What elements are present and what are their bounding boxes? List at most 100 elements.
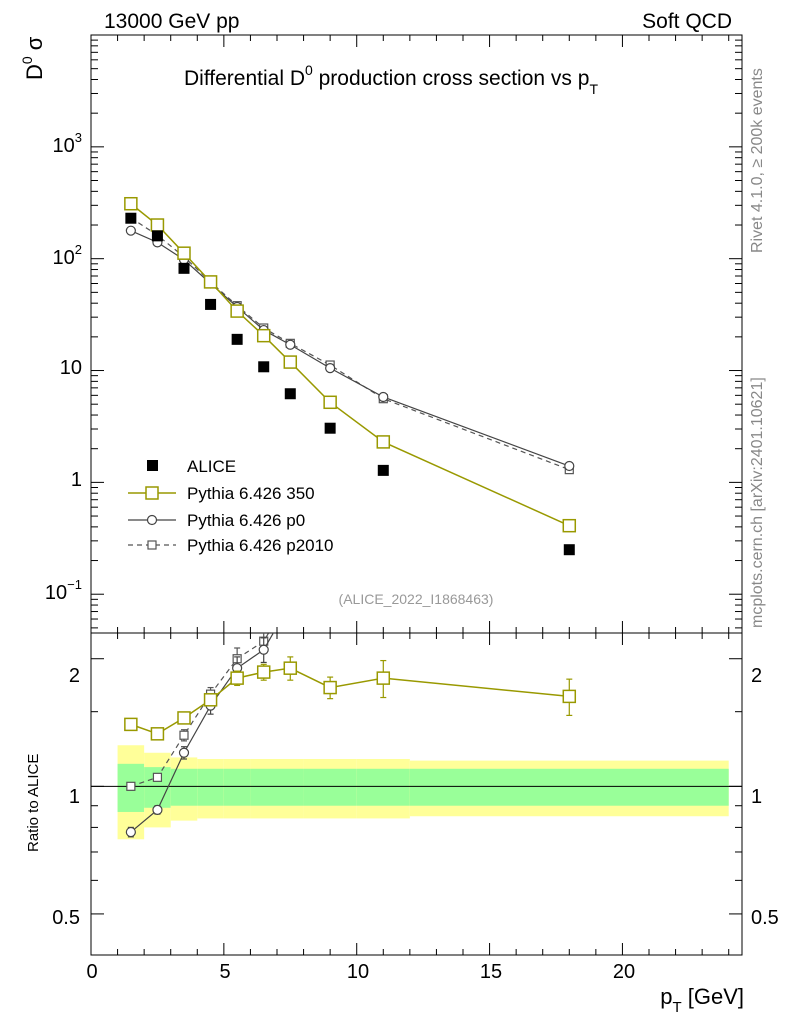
point-alice <box>563 544 575 556</box>
ratio-point-p350 <box>150 727 165 741</box>
legend-label-p350: Pythia 6.426 350 <box>187 484 315 503</box>
point-p350 <box>562 518 577 533</box>
ratio-point-p0 <box>125 826 136 838</box>
ratio-point-p0 <box>258 644 269 655</box>
band-inner-bin <box>277 768 304 806</box>
mcplots-label: mcplots.cern.ch [arXiv:2401.10621] <box>749 377 766 628</box>
header-left: 13000 GeV pp <box>104 10 239 33</box>
ratio-ytick-right-1: 1 <box>751 786 762 808</box>
point-p350 <box>150 218 165 232</box>
ratio-ytick-right-2: 2 <box>751 665 762 687</box>
xtick-0: 0 <box>86 961 97 983</box>
ratio-ytick-left-05: 0.5 <box>52 907 80 929</box>
ratio-point-p0 <box>178 747 190 758</box>
ratio-point-p2010 <box>286 593 294 601</box>
point-p350 <box>323 395 337 410</box>
legend-label-p2010: Pythia 6.426 p2010 <box>187 536 334 555</box>
ratio-ytick-right-05: 0.5 <box>751 907 779 929</box>
rivet-label: Rivet 4.1.0, ≥ 200k events <box>749 68 766 253</box>
ytick-1e-1: 10−1 <box>45 577 82 604</box>
point-alice <box>377 464 389 476</box>
legend-marker-p2010 <box>147 540 157 550</box>
ratio-point-p2010 <box>126 781 136 791</box>
point-p350 <box>230 304 244 318</box>
series-line-p2010 <box>130 217 570 471</box>
ratio-point-p0 <box>286 599 295 608</box>
ratio-point-p350 <box>230 671 244 685</box>
xtick-20: 20 <box>613 961 635 983</box>
point-p350 <box>177 246 191 260</box>
ytick-1: 1 <box>71 469 82 491</box>
legend-label-alice: ALICE <box>187 457 236 476</box>
ratio-point-p350 <box>323 680 337 695</box>
point-p350 <box>376 435 391 449</box>
x-axis-label: pT [GeV] <box>660 984 744 1016</box>
legend-label-p0: Pythia 6.426 p0 <box>187 511 305 530</box>
ytick-1e3: 103 <box>53 130 82 157</box>
band-inner-bin <box>356 768 410 806</box>
series-line-p0 <box>130 230 570 467</box>
ratio-point-p0 <box>152 804 163 815</box>
point-p350 <box>124 196 138 211</box>
point-alice <box>231 333 243 345</box>
ratio-point-p350 <box>283 661 298 675</box>
ratio-point-p2010 <box>179 730 189 740</box>
ytick-10: 10 <box>60 357 82 379</box>
band-inner-bin <box>197 768 224 806</box>
main-ylabel: D0 σ <box>19 36 47 80</box>
main-title: Differential D0 production cross section… <box>184 62 598 97</box>
ratio-point-p2010 <box>565 479 573 487</box>
ratio-series-layer <box>124 479 577 838</box>
point-p350 <box>283 355 298 369</box>
ratio-point-p350 <box>203 693 218 707</box>
ytick-1e2: 102 <box>53 242 82 269</box>
ratio-point-p350 <box>256 665 271 679</box>
ratio-line-p350 <box>130 667 570 735</box>
analysis-id: (ALICE_2022_I1868463) <box>339 591 494 607</box>
legend-marker-p0 <box>146 514 158 526</box>
band-inner-bin <box>409 768 729 806</box>
xtick-5: 5 <box>219 961 230 983</box>
axis-ticks <box>90 35 742 955</box>
series-line-p350 <box>130 203 570 527</box>
legend: ALICE Pythia 6.426 350 Pythia 6.426 p0 P… <box>128 457 334 555</box>
point-alice <box>205 298 217 310</box>
point-p0 <box>564 460 575 472</box>
ratio-point-p350 <box>562 689 577 704</box>
point-alice <box>324 422 336 434</box>
point-alice <box>125 212 137 224</box>
point-p0 <box>325 363 336 374</box>
point-p0 <box>285 339 296 350</box>
band-inner-bin <box>303 768 357 806</box>
header-right: Soft QCD <box>642 10 732 33</box>
band-inner-bin <box>170 768 198 806</box>
point-p350 <box>256 328 271 343</box>
point-p0 <box>125 225 136 236</box>
ratio-ylabel: Ratio to ALICE <box>25 754 42 852</box>
ratio-ytick-left-1: 1 <box>69 786 80 808</box>
xtick-15: 15 <box>480 961 502 983</box>
ratio-point-p2010 <box>152 772 163 782</box>
point-p350 <box>203 275 218 289</box>
point-alice <box>258 361 270 373</box>
ratio-point-p350 <box>124 717 138 732</box>
band-inner-bin <box>223 768 251 806</box>
ratio-point-p0 <box>326 557 335 566</box>
ratio-point-p350 <box>376 671 391 685</box>
point-alice <box>151 230 163 242</box>
point-alice <box>178 262 190 274</box>
xtick-10: 10 <box>347 961 369 983</box>
legend-marker-alice <box>147 460 158 471</box>
legend-marker-p350 <box>145 486 159 500</box>
ratio-line-p0 <box>130 633 275 833</box>
ratio-point-p0 <box>379 505 388 514</box>
ratio-uncertainty-band <box>91 745 742 840</box>
band-inner-bin <box>250 768 277 806</box>
main-series-layer <box>124 196 577 556</box>
ratio-point-p2010 <box>379 514 387 522</box>
point-p0 <box>378 391 389 403</box>
ratio-panel-frame <box>90 632 743 956</box>
ratio-point-p350 <box>177 711 191 725</box>
ratio-ytick-left-2: 2 <box>69 665 80 687</box>
